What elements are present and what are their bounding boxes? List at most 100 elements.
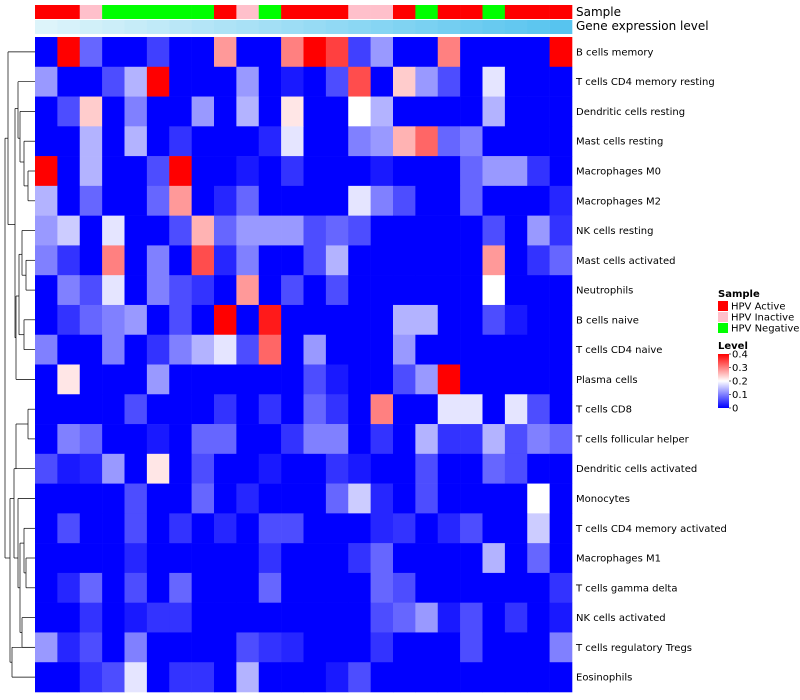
heatmap-cell bbox=[437, 513, 461, 544]
heatmap-cell bbox=[102, 632, 125, 663]
row-label: Dendritic cells resting bbox=[576, 107, 685, 118]
heatmap-cell bbox=[191, 156, 215, 187]
heatmap-cell bbox=[504, 334, 528, 365]
heatmap-cell bbox=[169, 126, 192, 157]
heatmap-cell bbox=[325, 513, 349, 544]
heatmap-cell bbox=[124, 453, 148, 484]
heatmap-cell bbox=[57, 394, 81, 425]
heatmap-cell bbox=[146, 245, 170, 276]
sample-track-cell bbox=[348, 5, 371, 19]
heatmap-cell bbox=[482, 245, 506, 276]
heatmap-cell bbox=[504, 453, 528, 484]
heatmap-cell bbox=[79, 513, 103, 544]
heatmap-cell bbox=[325, 632, 349, 663]
heatmap-cell bbox=[460, 572, 483, 603]
heatmap-cell bbox=[258, 483, 282, 514]
heatmap-cell bbox=[482, 424, 506, 455]
heatmap-cell bbox=[415, 424, 439, 455]
sample-track-cell bbox=[258, 5, 282, 19]
heatmap-cell bbox=[169, 662, 192, 693]
heatmap-cell bbox=[415, 572, 439, 603]
heatmap-cell bbox=[437, 453, 461, 484]
heatmap-cell bbox=[303, 483, 327, 514]
heatmap-cell bbox=[348, 334, 371, 365]
heatmap-cell bbox=[303, 185, 327, 216]
heatmap-cell bbox=[348, 602, 371, 633]
heatmap-cell bbox=[482, 96, 506, 127]
level-tick-label: 0.3 bbox=[732, 363, 748, 374]
heatmap-cell bbox=[348, 96, 371, 127]
heatmap-cell bbox=[169, 632, 192, 663]
sample-track-cell bbox=[504, 5, 528, 19]
heatmap-cell bbox=[393, 602, 416, 633]
heatmap-cell bbox=[303, 156, 327, 187]
heatmap-cell bbox=[146, 602, 170, 633]
heatmap-cell bbox=[504, 185, 528, 216]
heatmap-cell bbox=[527, 334, 550, 365]
heatmap-cell bbox=[393, 513, 416, 544]
heatmap-cell bbox=[102, 453, 125, 484]
heatmap-cell bbox=[236, 245, 260, 276]
heatmap-cell bbox=[124, 513, 148, 544]
heatmap-cell bbox=[35, 126, 58, 157]
heatmap-cell bbox=[504, 275, 528, 306]
heatmap-cell bbox=[57, 126, 81, 157]
heatmap-cell bbox=[57, 424, 81, 455]
heatmap-cell bbox=[325, 334, 349, 365]
heatmap-cell bbox=[281, 453, 304, 484]
heatmap-cell bbox=[370, 37, 394, 68]
heatmap-cell bbox=[281, 334, 304, 365]
heatmap-cell bbox=[169, 37, 192, 68]
heatmap-cell bbox=[124, 364, 148, 395]
heatmap-cell bbox=[504, 483, 528, 514]
row-label: Neutrophils bbox=[576, 286, 633, 297]
heatmap-cell bbox=[370, 394, 394, 425]
heatmap-cell bbox=[57, 632, 81, 663]
heatmap-cell bbox=[102, 483, 125, 514]
heatmap-cell bbox=[124, 245, 148, 276]
heatmap-cell bbox=[146, 37, 170, 68]
heatmap-cell bbox=[102, 185, 125, 216]
heatmap-cell bbox=[370, 453, 394, 484]
heatmap-cell bbox=[549, 453, 573, 484]
heatmap-cell bbox=[146, 304, 170, 336]
heatmap-cell bbox=[460, 394, 483, 425]
heatmap-cell bbox=[482, 37, 506, 68]
heatmap-cell bbox=[169, 602, 192, 633]
heatmap-cell bbox=[57, 513, 81, 544]
heatmap-cell bbox=[325, 185, 349, 216]
heatmap-cell bbox=[35, 185, 58, 216]
heatmap-cell bbox=[79, 245, 103, 276]
heatmap-cell bbox=[415, 245, 439, 276]
heatmap-cell bbox=[57, 304, 81, 336]
heatmap-cell bbox=[124, 543, 148, 574]
heatmap-cell bbox=[437, 275, 461, 306]
heatmap-cell bbox=[460, 245, 483, 276]
sample-track-cell bbox=[79, 5, 103, 19]
expression-track-cell bbox=[460, 20, 483, 34]
heatmap-cell bbox=[348, 632, 371, 663]
heatmap-cell bbox=[169, 394, 192, 425]
level-tick-label: 0.2 bbox=[732, 377, 748, 388]
heatmap-cell bbox=[303, 364, 327, 395]
heatmap-cell bbox=[482, 662, 506, 693]
heatmap-cell bbox=[460, 304, 483, 336]
heatmap-cell bbox=[504, 632, 528, 663]
heatmap-cell bbox=[415, 275, 439, 306]
heatmap-cell bbox=[281, 66, 304, 97]
heatmap-cell bbox=[214, 424, 237, 455]
heatmap-cell bbox=[79, 543, 103, 574]
heatmap-cell bbox=[393, 156, 416, 187]
heatmap-cell bbox=[258, 453, 282, 484]
heatmap-cell bbox=[303, 37, 327, 68]
heatmap-cell bbox=[281, 37, 304, 68]
heatmap-cell bbox=[79, 424, 103, 455]
heatmap-cell bbox=[79, 572, 103, 603]
heatmap-cell bbox=[79, 483, 103, 514]
heatmap-cell bbox=[303, 215, 327, 246]
heatmap-cell bbox=[236, 185, 260, 216]
heatmap-cell bbox=[169, 483, 192, 514]
heatmap-cell bbox=[79, 66, 103, 97]
sample-track-cell bbox=[124, 5, 148, 19]
heatmap-cell bbox=[303, 543, 327, 574]
